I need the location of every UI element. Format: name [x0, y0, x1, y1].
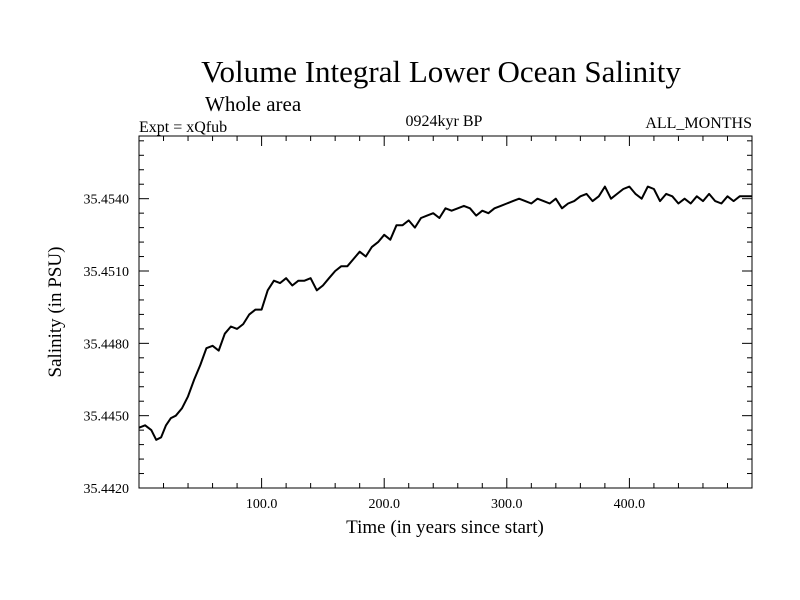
x-axis-label: Time (in years since start) [346, 517, 544, 538]
y-axis-label: Salinity (in PSU) [45, 247, 66, 378]
chart-title: Volume Integral Lower Ocean Salinity [201, 54, 681, 89]
y-tick-label: 35.4420 [84, 482, 130, 497]
x-axis-ticks [163, 136, 728, 488]
x-axis-tick-labels: 100.0 200.0 300.0 400.0 [246, 497, 645, 512]
y-tick-label: 35.4510 [84, 265, 130, 280]
salinity-series-line [138, 185, 752, 441]
chart-subtitle: Whole area [205, 92, 302, 116]
x-tick-label: 100.0 [246, 497, 278, 512]
y-axis-ticks [139, 140, 752, 489]
y-axis-tick-labels: 35.4420 35.4450 35.4480 35.4510 35.4540 [84, 193, 130, 497]
x-tick-label: 300.0 [491, 497, 523, 512]
y-tick-label: 35.4480 [84, 337, 130, 352]
period-label: 0924kyr BP [406, 113, 483, 130]
plot-frame [138, 135, 753, 489]
x-tick-label: 400.0 [614, 497, 646, 512]
y-tick-label: 35.4540 [84, 193, 130, 208]
x-tick-label: 200.0 [368, 497, 400, 512]
months-label: ALL_MONTHS [645, 115, 752, 132]
experiment-label: Expt = xQfub [139, 119, 227, 136]
y-tick-label: 35.4450 [84, 410, 130, 425]
